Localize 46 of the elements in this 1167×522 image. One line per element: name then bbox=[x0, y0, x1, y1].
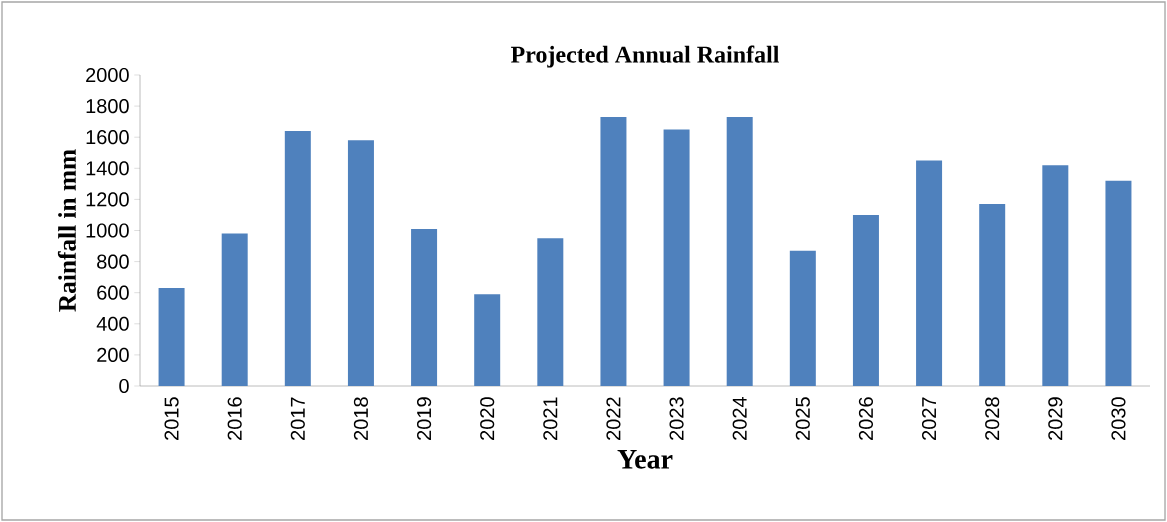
bar bbox=[347, 140, 374, 386]
x-tick-label: 2016 bbox=[227, 397, 242, 440]
bar bbox=[852, 214, 879, 386]
bar bbox=[600, 116, 627, 386]
x-tick-label: 2024 bbox=[732, 397, 747, 440]
y-tick-label: 1200 bbox=[86, 192, 129, 207]
bar bbox=[284, 130, 311, 386]
chart-title: Projected Annual Rainfall bbox=[510, 45, 780, 68]
bar bbox=[663, 129, 690, 386]
y-tick-label: 0 bbox=[119, 378, 129, 394]
x-tick-label: 2015 bbox=[164, 397, 179, 440]
y-axis-title: Rainfall in mm bbox=[57, 149, 76, 312]
bar bbox=[1042, 165, 1069, 386]
y-tick-label: 200 bbox=[97, 347, 129, 362]
y-tick-label: 1600 bbox=[86, 130, 129, 145]
y-tick-label: 1000 bbox=[86, 223, 129, 238]
x-tick-label: 2017 bbox=[290, 397, 305, 440]
bar bbox=[916, 160, 943, 386]
x-tick-label: 2026 bbox=[858, 397, 874, 440]
x-axis-title: Year bbox=[617, 450, 673, 469]
y-tick-label: 400 bbox=[96, 316, 129, 331]
y-tick-label: 800 bbox=[97, 254, 129, 269]
x-tick-label: 2025 bbox=[795, 397, 810, 440]
y-tick-label: 2000 bbox=[86, 67, 129, 83]
bar bbox=[789, 250, 816, 386]
x-tick-label: 2018 bbox=[353, 397, 369, 440]
x-tick-label: 2021 bbox=[543, 397, 558, 440]
y-tick-label: 600 bbox=[97, 285, 129, 300]
bar bbox=[726, 116, 753, 386]
x-tick-label: 2028 bbox=[985, 397, 1000, 440]
x-tick-label: 2022 bbox=[606, 397, 621, 440]
x-tick-label: 2027 bbox=[921, 397, 937, 440]
x-tick-label: 2020 bbox=[480, 397, 495, 440]
bar bbox=[1105, 180, 1132, 386]
y-tick-label: 1800 bbox=[86, 99, 129, 114]
bar bbox=[979, 204, 1006, 386]
x-tick-label: 2029 bbox=[1048, 397, 1063, 440]
x-tick-label: 2030 bbox=[1111, 397, 1126, 440]
x-tick-label: 2023 bbox=[669, 397, 684, 440]
x-tick-label: 2019 bbox=[416, 397, 432, 440]
bar bbox=[221, 233, 248, 386]
bar bbox=[411, 228, 438, 386]
bar bbox=[537, 238, 564, 386]
bar bbox=[474, 294, 501, 386]
bar bbox=[158, 288, 185, 386]
y-tick-label: 1400 bbox=[86, 161, 129, 176]
